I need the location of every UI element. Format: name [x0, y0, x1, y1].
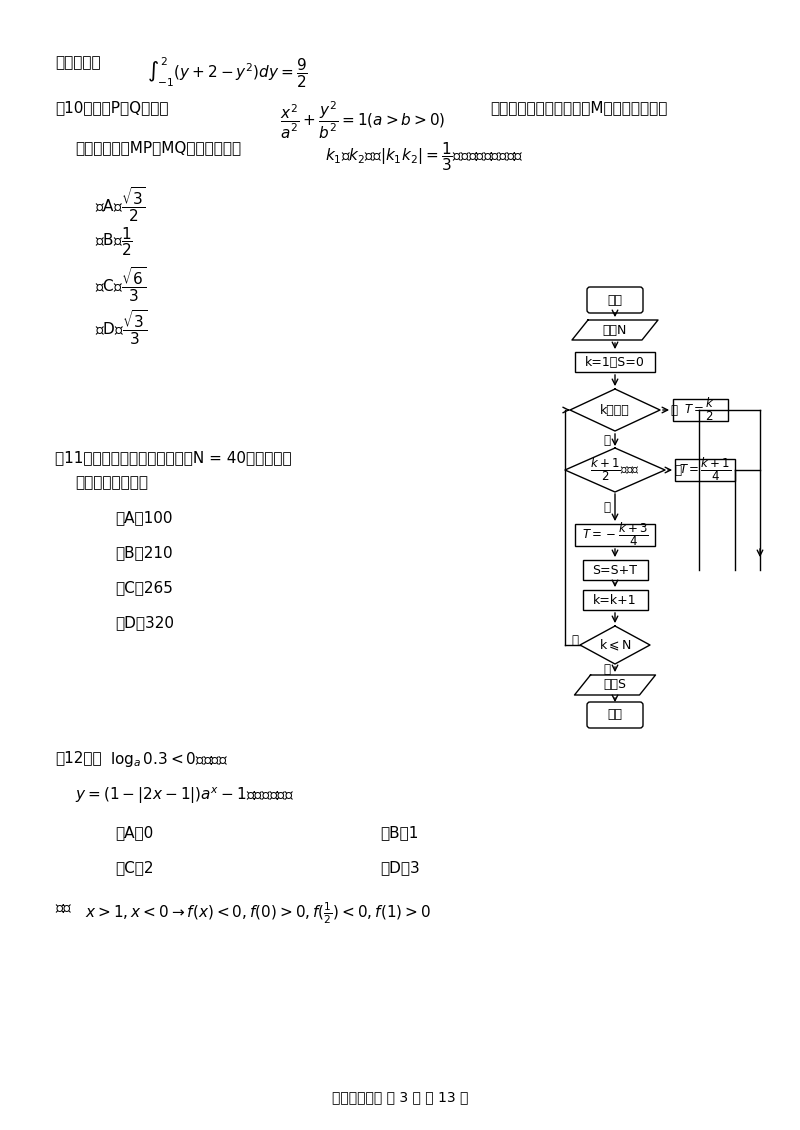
Text: （A）$\dfrac{\sqrt{3}}{2}$: （A）$\dfrac{\sqrt{3}}{2}$	[95, 185, 146, 224]
Text: 否: 否	[603, 434, 610, 446]
Text: （C）265: （C）265	[115, 580, 173, 596]
Text: （A）0: （A）0	[115, 825, 154, 840]
Text: S=S+T: S=S+T	[593, 564, 638, 576]
Text: （D）3: （D）3	[380, 860, 420, 875]
Text: 否: 否	[603, 501, 610, 514]
Text: $k_1$、$k_2$，若$|k_1 k_2|=\dfrac{1}{3}$，则椭圆的离心率为: $k_1$、$k_2$，若$|k_1 k_2|=\dfrac{1}{3}$，则椭…	[325, 140, 524, 173]
Text: k$\leqslant$N: k$\leqslant$N	[598, 637, 631, 653]
Text: $T=\dfrac{k}{2}$: $T=\dfrac{k}{2}$	[685, 397, 715, 424]
Text: 结束: 结束	[607, 709, 622, 721]
Text: （11）在右侧程序框图中，输入N = 40，按程序运: （11）在右侧程序框图中，输入N = 40，按程序运	[55, 450, 292, 466]
FancyBboxPatch shape	[582, 560, 647, 580]
Text: k是偶数: k是偶数	[600, 403, 630, 417]
FancyBboxPatch shape	[587, 287, 643, 313]
Text: （10）已知P、Q是椭圆: （10）已知P、Q是椭圆	[55, 99, 169, 115]
Text: （12）若: （12）若	[55, 750, 102, 765]
Text: 高三理科数学 第 3 页 共 13 页: 高三理科数学 第 3 页 共 13 页	[332, 1090, 468, 1104]
Text: 上关于原点对称的两点，M是该椭圆上任意: 上关于原点对称的两点，M是该椭圆上任意	[490, 99, 667, 115]
FancyBboxPatch shape	[673, 399, 727, 421]
Text: 否: 否	[603, 663, 610, 676]
Text: （C）$\dfrac{\sqrt{6}}{3}$: （C）$\dfrac{\sqrt{6}}{3}$	[95, 266, 146, 304]
Text: （B）$\dfrac{1}{2}$: （B）$\dfrac{1}{2}$	[95, 225, 133, 258]
Text: 行后输出的结果是: 行后输出的结果是	[75, 475, 148, 490]
FancyBboxPatch shape	[582, 590, 647, 610]
Text: 输出S: 输出S	[603, 678, 626, 692]
Text: （D）$\dfrac{\sqrt{3}}{3}$: （D）$\dfrac{\sqrt{3}}{3}$	[95, 308, 147, 347]
Text: $x>1, x<0 \rightarrow f(x)<0, f(0)>0, f(\frac{1}{2})<0, f(1)>0$: $x>1, x<0 \rightarrow f(x)<0, f(0)>0, f(…	[85, 899, 431, 925]
Text: k=k+1: k=k+1	[593, 593, 637, 607]
Text: $y=(1-|2x-1|)a^x-1$的零点个数为: $y=(1-|2x-1|)a^x-1$的零点个数为	[75, 785, 294, 806]
Text: 一点，且直线MP、MQ的斜率分别为: 一点，且直线MP、MQ的斜率分别为	[75, 140, 241, 155]
Text: 解：用反面: 解：用反面	[55, 55, 101, 70]
Text: k=1，S=0: k=1，S=0	[585, 356, 645, 368]
Text: （C）2: （C）2	[115, 860, 154, 875]
Text: $\int_{-1}^{2}(y+2-y^2)dy = \dfrac{9}{2}$: $\int_{-1}^{2}(y+2-y^2)dy = \dfrac{9}{2}…	[147, 55, 308, 89]
Text: $T=-\dfrac{k+3}{4}$: $T=-\dfrac{k+3}{4}$	[582, 522, 648, 548]
FancyBboxPatch shape	[575, 353, 655, 372]
Text: （B）1: （B）1	[380, 825, 418, 840]
Text: $\log_a 0.3 < 0$，则函数: $\log_a 0.3 < 0$，则函数	[110, 750, 228, 770]
Text: $\dfrac{k+1}{2}$是偶数: $\dfrac{k+1}{2}$是偶数	[590, 457, 640, 484]
Text: $T=\dfrac{k+1}{4}$: $T=\dfrac{k+1}{4}$	[679, 457, 731, 484]
Text: $\dfrac{x^2}{a^2}+\dfrac{y^2}{b^2}=1(a>b>0)$: $\dfrac{x^2}{a^2}+\dfrac{y^2}{b^2}=1(a>b…	[280, 99, 446, 141]
Text: 是: 是	[674, 463, 682, 477]
Text: 是: 是	[571, 635, 578, 647]
FancyBboxPatch shape	[675, 459, 735, 481]
Text: $\bf{解}$：: $\bf{解}$：	[55, 899, 73, 915]
Text: 输入N: 输入N	[603, 323, 627, 337]
Text: （B）210: （B）210	[115, 545, 173, 560]
Text: 开始: 开始	[607, 294, 622, 306]
Text: 是: 是	[670, 403, 678, 417]
FancyBboxPatch shape	[575, 524, 655, 546]
Text: （A）100: （A）100	[115, 510, 173, 525]
Text: （D）320: （D）320	[115, 615, 174, 631]
FancyBboxPatch shape	[587, 702, 643, 728]
